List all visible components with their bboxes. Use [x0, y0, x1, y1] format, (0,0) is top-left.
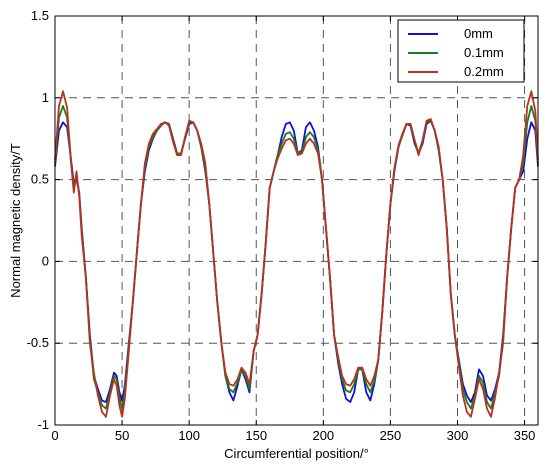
x-tick-label-1: 50 — [115, 428, 129, 443]
legend-label-2: 0.2mm — [464, 64, 504, 79]
y-axis-label: Normal magnetic density/T — [8, 143, 23, 298]
x-tick-label-4: 200 — [312, 428, 334, 443]
x-tick-label-3: 150 — [245, 428, 267, 443]
y-tick-label-3: 0.5 — [31, 172, 49, 187]
legend: 0mm 0.1mm 0.2mm — [397, 19, 525, 83]
x-tick-label-7: 350 — [514, 428, 536, 443]
series-line-2 — [54, 90, 539, 418]
plot-frame — [54, 15, 539, 426]
x-axis-label: Circumferential position/° — [224, 446, 369, 461]
y-tick-label-0: -1 — [37, 417, 49, 432]
legend-label-0: 0mm — [464, 26, 493, 41]
x-tick-label-6: 300 — [447, 428, 469, 443]
x-tick-label-5: 250 — [380, 428, 402, 443]
x-tick-label-2: 100 — [178, 428, 200, 443]
ticks — [54, 15, 538, 426]
y-tick-label-1: -0.5 — [27, 335, 49, 350]
y-tick-label-4: 1 — [42, 90, 49, 105]
x-tick-label-0: 0 — [51, 428, 58, 443]
legend-label-1: 0.1mm — [464, 45, 504, 60]
y-tick-label-5: 1.5 — [31, 8, 49, 23]
y-tick-label-2: 0 — [42, 253, 49, 268]
series-layer — [54, 90, 539, 418]
tick-labels: 0 50 100 150 200 250 300 350 -1 -0.5 0 0.5 1 1.5 — [27, 8, 536, 443]
